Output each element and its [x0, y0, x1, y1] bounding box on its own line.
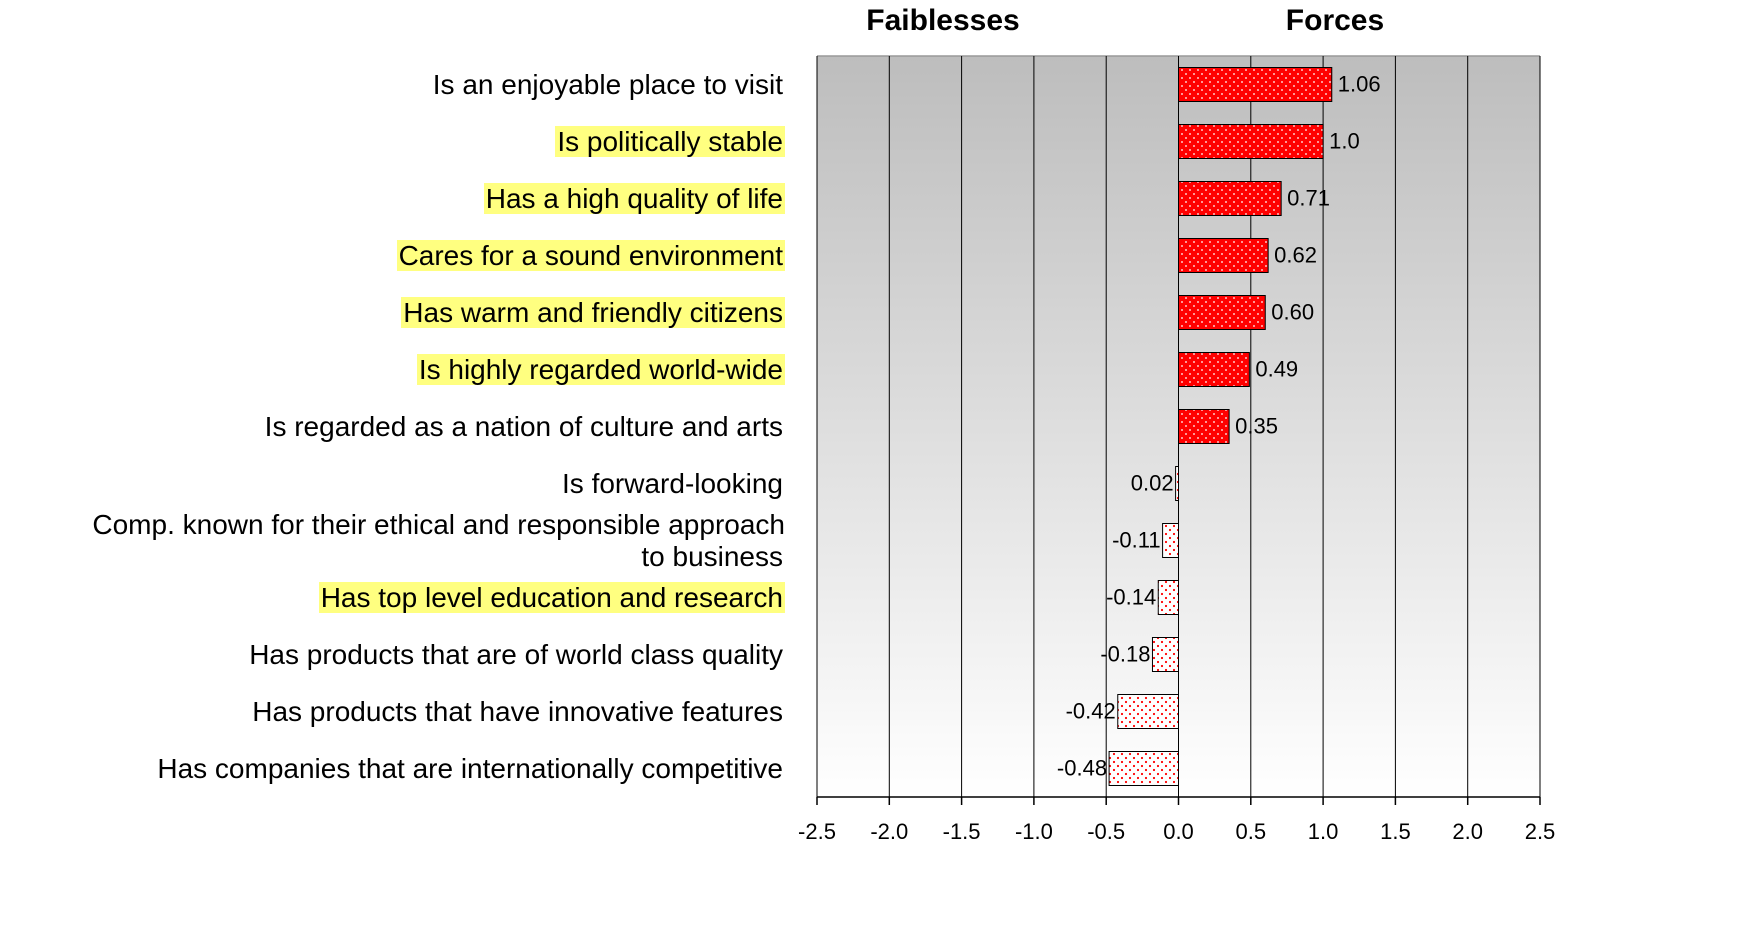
value-label: 1.06 — [1338, 71, 1381, 96]
bar — [1151, 637, 1180, 672]
bar — [1178, 409, 1230, 444]
x-tick-label: -2.5 — [798, 819, 836, 844]
category-text: Is an enjoyable place to visit — [432, 68, 783, 100]
bar — [1178, 295, 1266, 330]
left-title: Faiblesses — [866, 4, 1019, 37]
value-label: 0.62 — [1274, 242, 1317, 267]
bar — [1178, 238, 1269, 273]
value-label: -0.14 — [1106, 584, 1156, 609]
x-tick-label: 2.0 — [1452, 819, 1483, 844]
category-text: Is politically stable — [555, 125, 785, 157]
bar — [1108, 751, 1180, 786]
category-text: Has products that have innovative featur… — [252, 695, 783, 727]
category-text: Cares for a sound environment — [396, 239, 785, 271]
value-label: -0.42 — [1066, 698, 1116, 723]
value-label: -0.48 — [1057, 755, 1107, 780]
category-text: Has warm and friendly citizens — [401, 296, 785, 328]
bar — [1162, 523, 1179, 558]
category-label: Is politically stable — [0, 125, 785, 158]
x-tick-label: 2.5 — [1525, 819, 1556, 844]
category-text: Is regarded as a nation of culture and a… — [264, 410, 783, 442]
category-label: Comp. known for their ethical and respon… — [0, 509, 785, 573]
x-tick-label: -2.0 — [870, 819, 908, 844]
value-label: 0.49 — [1255, 356, 1298, 381]
bar — [1178, 352, 1250, 387]
bar — [1178, 124, 1324, 159]
category-label: Has top level education and research — [0, 581, 785, 614]
bar — [1157, 580, 1179, 615]
category-label: Is an enjoyable place to visit — [0, 69, 785, 101]
category-label: Has companies that are internationally c… — [0, 753, 785, 785]
x-tick-label: 1.0 — [1308, 819, 1339, 844]
bar — [1175, 466, 1180, 501]
value-label: 1.0 — [1329, 128, 1360, 153]
value-label: -0.11 — [1112, 527, 1161, 552]
category-text: Has companies that are internationally c… — [157, 752, 783, 784]
category-label: Cares for a sound environment — [0, 239, 785, 272]
right-title: Forces — [1286, 4, 1384, 37]
value-label: 0.35 — [1235, 413, 1278, 438]
x-tick-label: -1.5 — [943, 819, 981, 844]
category-text: Is forward-looking — [562, 467, 783, 499]
category-label: Is regarded as a nation of culture and a… — [0, 411, 785, 443]
category-text: Has a high quality of life — [483, 182, 785, 214]
category-text: Is highly regarded world-wide — [416, 353, 785, 385]
bar — [1178, 67, 1333, 102]
category-label: Is forward-looking — [0, 468, 785, 500]
category-label: Is highly regarded world-wide — [0, 353, 785, 386]
category-text: Comp. known for their ethical and respon… — [92, 508, 785, 572]
x-tick-label: -1.0 — [1015, 819, 1053, 844]
x-tick-label: -0.5 — [1087, 819, 1125, 844]
value-label: 0.71 — [1287, 185, 1330, 210]
x-tick-label: 0.5 — [1236, 819, 1267, 844]
category-label: Has a high quality of life — [0, 182, 785, 215]
x-tick-label: 1.5 — [1380, 819, 1411, 844]
category-label: Has products that are of world class qua… — [0, 639, 785, 671]
category-text: Has products that are of world class qua… — [249, 638, 783, 670]
value-label: -0.18 — [1100, 641, 1150, 666]
value-label: 0.60 — [1271, 299, 1314, 324]
bar — [1178, 181, 1282, 216]
category-label: Has products that have innovative featur… — [0, 696, 785, 728]
bar — [1117, 694, 1179, 729]
x-tick-label: 0.0 — [1163, 819, 1194, 844]
category-label: Has warm and friendly citizens — [0, 296, 785, 329]
value-label: 0.02 — [1131, 470, 1174, 495]
category-text: Has top level education and research — [318, 581, 785, 613]
